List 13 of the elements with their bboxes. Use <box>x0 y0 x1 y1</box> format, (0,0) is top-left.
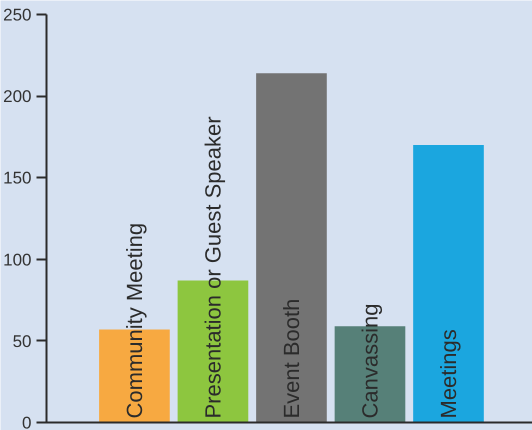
bar <box>413 145 484 422</box>
x-tick-label: Presentation or Guest Speaker <box>200 116 226 418</box>
x-tick-label: Meetings <box>436 329 461 418</box>
y-tick-label: 50 <box>12 332 32 351</box>
y-tick-label: 150 <box>3 168 32 188</box>
y-tick-label: 250 <box>3 6 32 24</box>
x-tick-label: Event Booth <box>278 298 304 418</box>
x-tick-label: Canvassing <box>357 304 382 418</box>
bar <box>256 73 327 422</box>
x-tick-label: Community Meeting <box>122 222 147 418</box>
y-tick-label: 0 <box>22 414 32 430</box>
y-tick-label: 200 <box>3 87 32 106</box>
y-tick-label: 100 <box>3 250 32 270</box>
